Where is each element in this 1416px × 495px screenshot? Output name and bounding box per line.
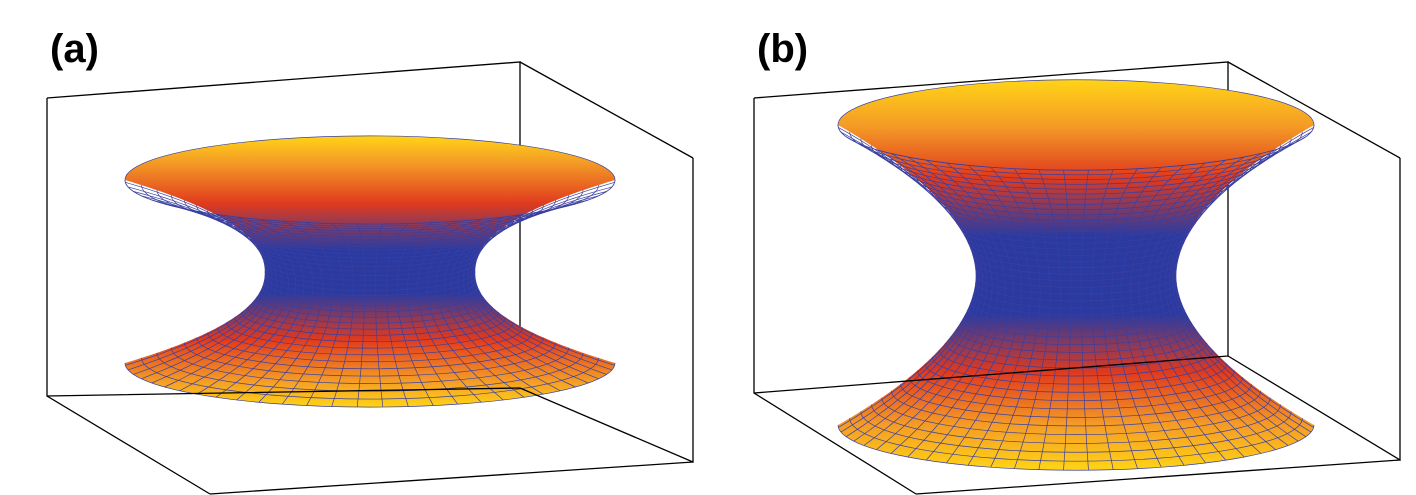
latitude-ring <box>938 349 1214 377</box>
meridian-line <box>1164 145 1289 446</box>
meridian-line <box>331 223 354 407</box>
meridian-line <box>258 218 323 403</box>
latitude-ring <box>932 356 1220 385</box>
meridian-line <box>838 127 977 428</box>
meridian-line <box>396 222 434 406</box>
latitude-ring <box>950 336 1202 361</box>
meridian-line <box>1169 140 1299 442</box>
latitude-ring <box>900 165 1252 200</box>
panel-b-wormhole-surface <box>837 79 1315 471</box>
meridian-line <box>463 199 589 384</box>
meridian-line <box>925 159 1014 461</box>
meridian-line <box>281 220 333 405</box>
meridian-line <box>1063 170 1072 471</box>
meridian-line <box>407 220 459 405</box>
wormhole-body <box>125 135 615 408</box>
latitude-ring <box>871 404 1281 444</box>
meridian-line <box>125 181 266 366</box>
panel-a-wormhole-surface <box>124 135 616 408</box>
meridian-line <box>967 165 1031 466</box>
meridian-line <box>196 210 297 395</box>
latitude-ring <box>217 327 523 356</box>
meridian-line <box>1091 169 1114 470</box>
latitude-ring <box>849 131 1303 176</box>
latitude-ring <box>900 384 1252 418</box>
meridian-line <box>990 166 1041 468</box>
latitude-ring <box>207 332 533 363</box>
latitude-ring <box>891 159 1261 195</box>
meridian-line <box>1153 153 1262 454</box>
meridian-line <box>133 191 269 375</box>
latitude-ring <box>932 193 1220 221</box>
meridian-line <box>141 195 273 380</box>
panel-a-box-front <box>46 98 694 495</box>
panel-b: (b) <box>753 27 1401 495</box>
meridian-line <box>1130 162 1206 464</box>
meridian-line <box>1101 168 1138 469</box>
meridian-line <box>127 186 267 371</box>
latitude-ring <box>849 418 1303 462</box>
meridian-line <box>306 222 344 406</box>
latitude-ring <box>837 424 1315 471</box>
panel-b-box-front <box>753 98 1401 495</box>
meridian-line <box>443 210 544 395</box>
meridian-line <box>1038 169 1061 470</box>
latitude-ring <box>891 390 1261 427</box>
latitude-ring <box>124 362 616 408</box>
meridian-line <box>1175 127 1314 428</box>
panel-b-box-back <box>753 61 1401 356</box>
latitude-ring <box>196 337 544 370</box>
panel-a-box-back <box>46 61 694 388</box>
latitude-ring <box>881 152 1271 190</box>
meridian-line <box>179 207 289 392</box>
latitude-ring <box>860 138 1292 180</box>
meridian-line <box>1121 165 1185 466</box>
latitude-ring <box>881 397 1271 435</box>
meridian-line <box>946 162 1022 464</box>
meridian-line <box>457 203 576 388</box>
meridian-line <box>853 140 983 442</box>
meridian-line <box>236 216 314 401</box>
meridian-line <box>876 149 993 450</box>
meridian-line <box>356 223 365 408</box>
meridian-line <box>1159 149 1276 450</box>
latitude-ring <box>908 377 1244 410</box>
panel-a-label: (a) <box>50 27 99 71</box>
latitude-ring <box>860 411 1292 453</box>
meridian-line <box>1080 170 1089 471</box>
meridian-line <box>375 223 384 408</box>
meridian-line <box>426 216 504 401</box>
panel-b-label: (b) <box>757 27 808 71</box>
latitude-ring <box>950 213 1202 238</box>
meridian-line <box>907 156 1006 458</box>
meridian-line <box>451 207 561 392</box>
panel-a: (a) <box>46 27 694 495</box>
meridian-line <box>1146 156 1245 458</box>
meridian-line <box>474 181 615 366</box>
meridian-line <box>1014 168 1051 469</box>
latitude-ring <box>141 357 599 400</box>
meridian-line <box>863 145 988 446</box>
latitude-ring <box>917 370 1235 401</box>
wormhole-body <box>838 79 1314 471</box>
meridian-line <box>215 213 305 398</box>
latitude-ring <box>226 322 514 349</box>
meridian-line <box>435 213 525 398</box>
meridian-line <box>473 186 613 371</box>
meridian-line <box>1111 166 1162 468</box>
latitude-ring <box>170 347 570 384</box>
meridian-line <box>890 153 999 454</box>
meridian-line <box>1138 159 1227 461</box>
meridian-line <box>386 223 409 407</box>
meridian-line <box>417 218 482 403</box>
latitude-ring <box>184 342 556 377</box>
latitude-ring <box>924 363 1228 393</box>
meridian-line <box>1172 136 1307 437</box>
